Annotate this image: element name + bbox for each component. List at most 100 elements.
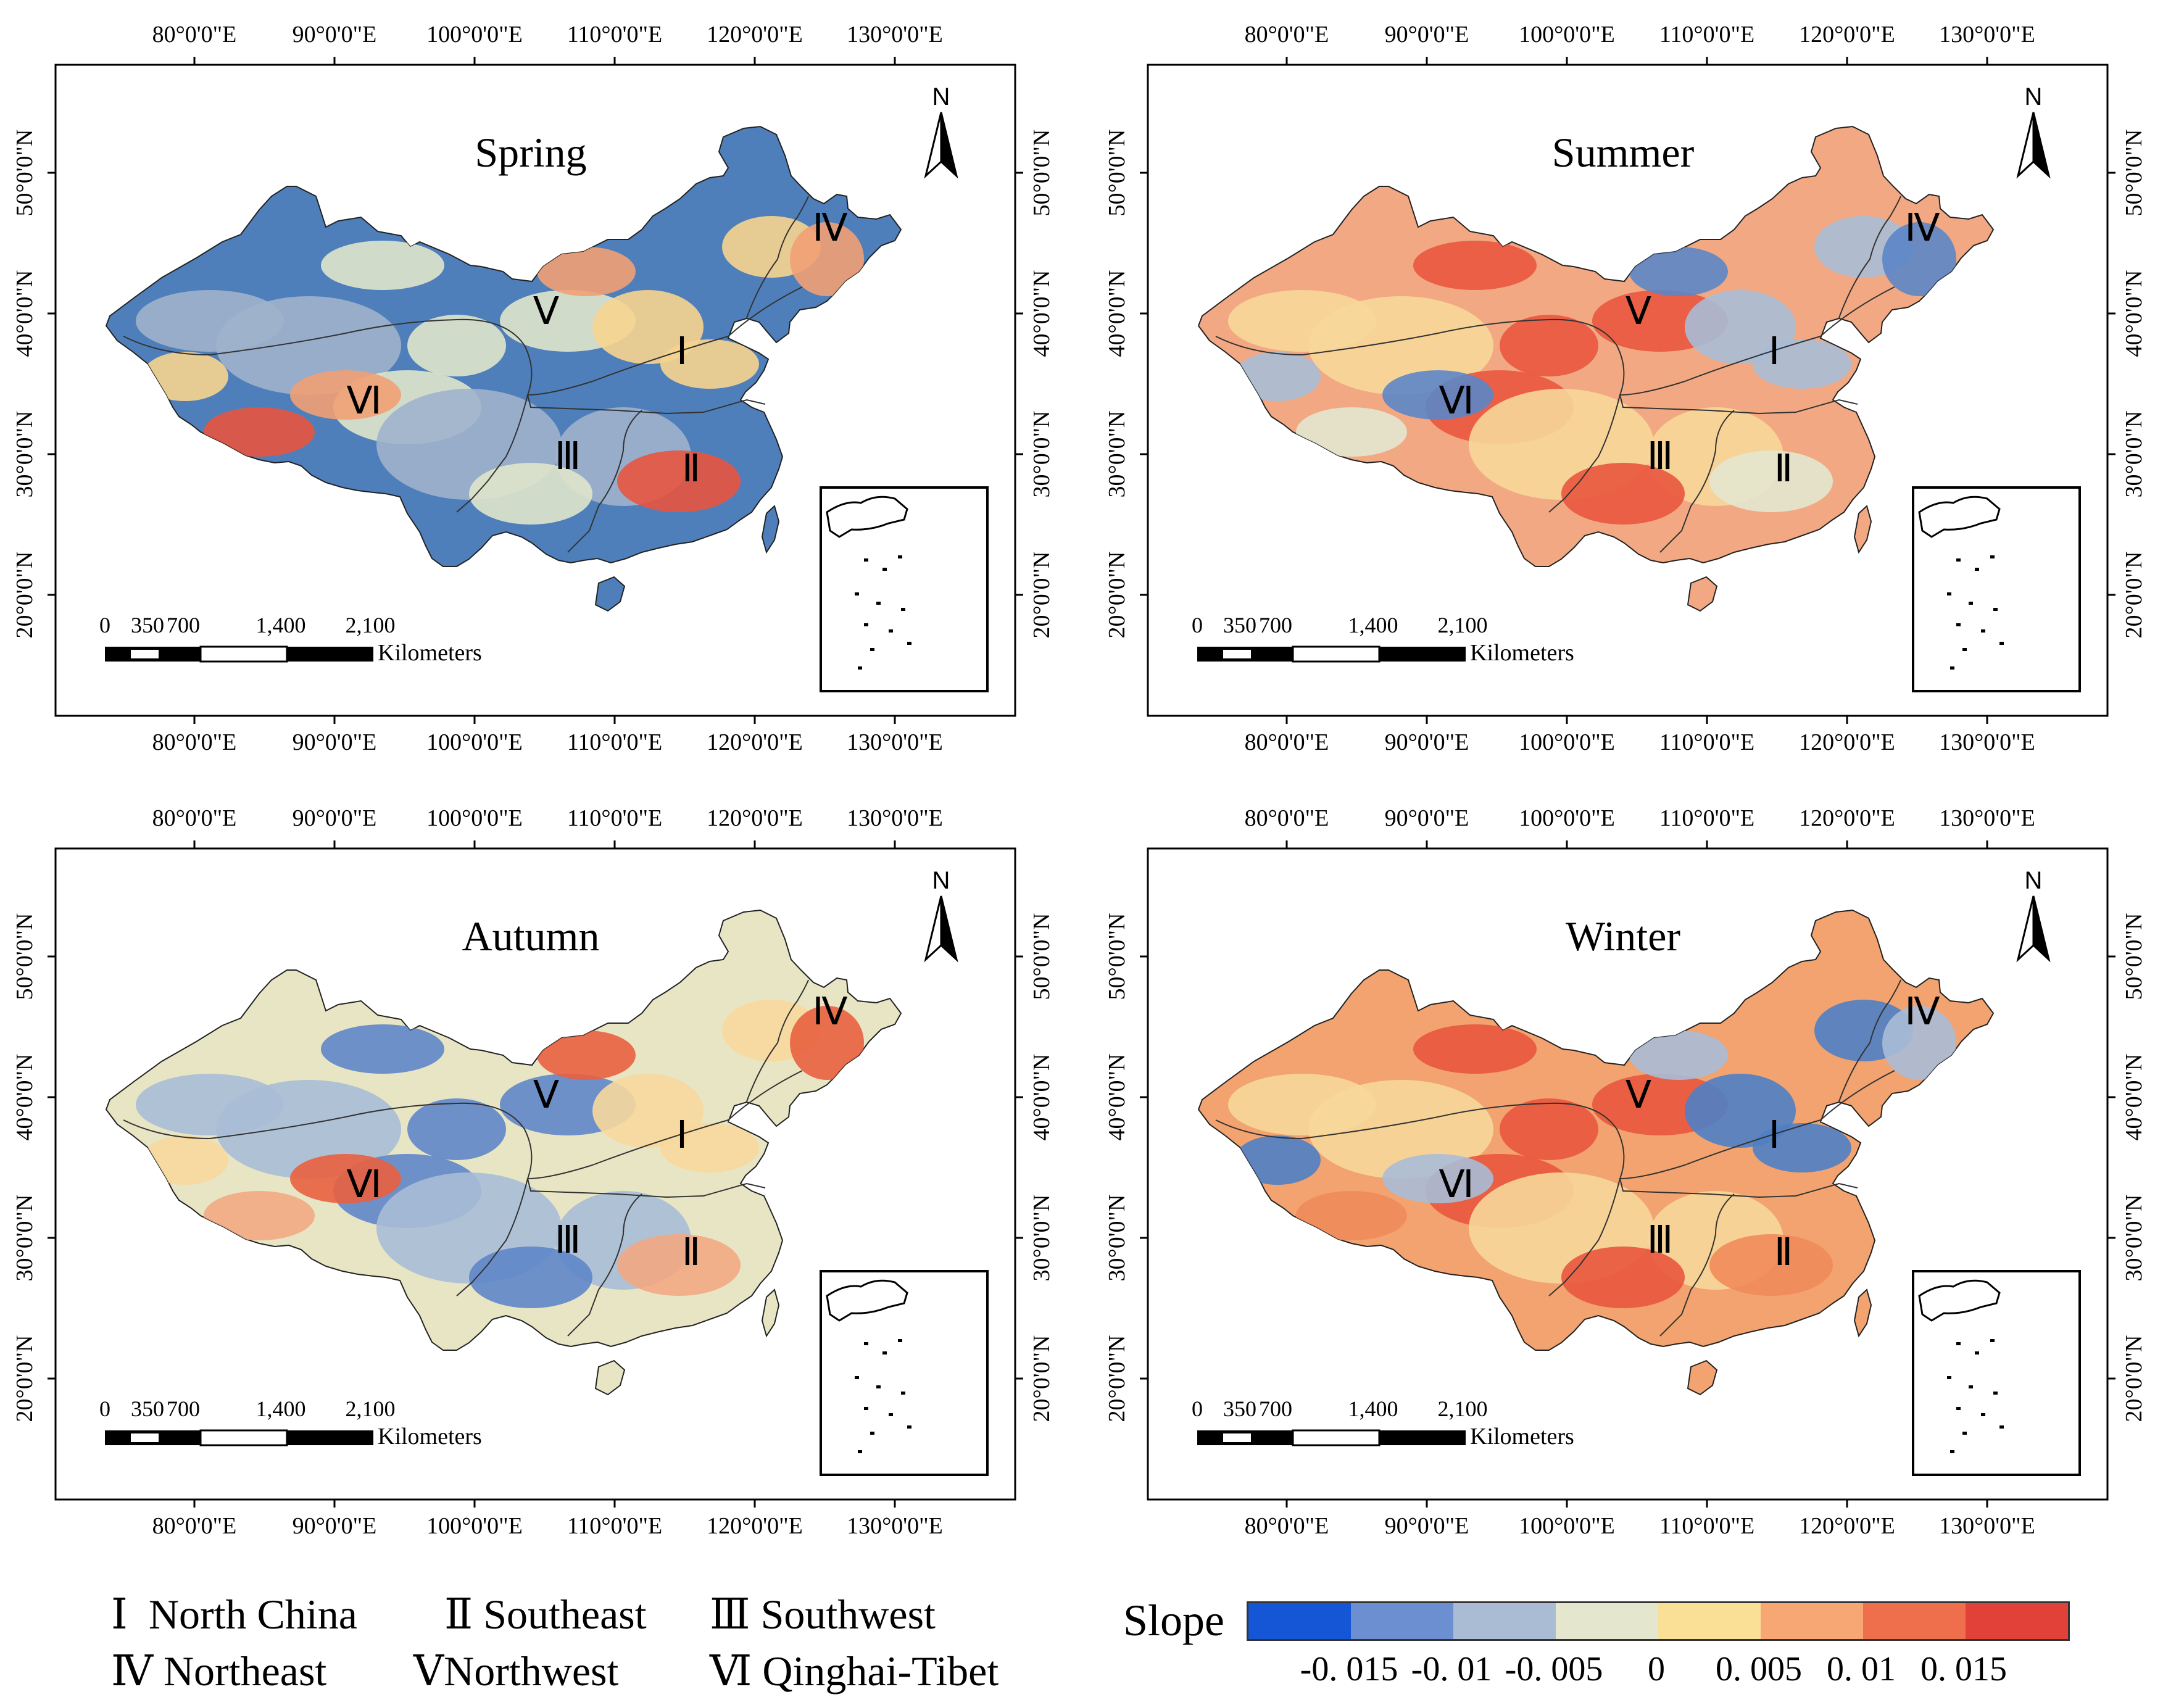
slope-legend-title: Slope <box>1123 1596 1225 1645</box>
raster-patch <box>142 352 228 401</box>
scale-bar-segment <box>287 647 373 662</box>
longitude-label-bottom: 80°0'0"E <box>1245 729 1329 755</box>
raster-patch <box>290 370 401 420</box>
longitude-label-top: 120°0'0"E <box>707 22 803 48</box>
latitude-label-right: 50°0'0"N <box>1029 913 1055 1000</box>
inset-island <box>1956 1342 1961 1345</box>
inset-island <box>855 592 859 595</box>
slope-tick-label: -0. 015 <box>1300 1650 1398 1688</box>
scale-unit-label: Kilometers <box>1470 1424 1574 1450</box>
raster-patch <box>1685 1074 1796 1148</box>
region-label: Ⅵ <box>1439 1164 1474 1206</box>
region-boundary <box>1659 1193 1735 1337</box>
scale-label: 700 <box>167 613 200 637</box>
longitude-label-bottom: 90°0'0"E <box>1385 729 1469 755</box>
raster-patch <box>1753 1123 1851 1172</box>
raster-patch <box>407 315 506 376</box>
latitude-label-left: 50°0'0"N <box>12 130 38 217</box>
slope-color-cell <box>1966 1603 2068 1639</box>
raster-patch <box>204 407 315 457</box>
longitude-label-bottom: 90°0'0"E <box>293 729 377 755</box>
hainan-island <box>594 1359 626 1396</box>
region-numeral: Ⅵ <box>710 1647 752 1695</box>
inset-island <box>1956 1407 1961 1410</box>
raster-patch <box>1629 1031 1728 1080</box>
longitude-label-top: 80°0'0"E <box>152 805 237 831</box>
map-panel-summer: 80°0'0"E 80°0'0"E 90°0'0"E 90°0'0"E 100°0'0"… <box>1092 0 2184 784</box>
region-label: Ⅳ <box>812 991 847 1033</box>
scale-label: 0 <box>1192 613 1203 637</box>
longitude-label-bottom: 110°0'0"E <box>567 729 662 755</box>
raster-patch <box>1500 315 1598 376</box>
scale-bar-segment <box>287 1430 373 1445</box>
hainan-island <box>594 576 626 612</box>
latitude-label-left: 20°0'0"N <box>1104 1335 1130 1422</box>
region-legend-item: Ⅳ Northeast <box>111 1647 413 1696</box>
scale-bar-segment <box>1379 1430 1466 1445</box>
north-arrow-label: N <box>932 867 950 894</box>
season-title: Spring <box>475 129 586 176</box>
north-arrow-icon <box>940 112 958 179</box>
longitude-label-top: 130°0'0"E <box>847 805 943 831</box>
raster-patches <box>1228 1000 1956 1308</box>
raster-patch <box>1709 450 1833 512</box>
latitude-label-left: 40°0'0"N <box>12 270 38 357</box>
region-label: Ⅳ <box>812 207 847 249</box>
longitude-label-bottom: 100°0'0"E <box>1519 729 1615 755</box>
region-boundary <box>1548 1178 1621 1296</box>
season-title: Winter <box>1566 913 1680 960</box>
longitude-label-top: 110°0'0"E <box>567 22 662 48</box>
scale-unit-label: Kilometers <box>378 1424 482 1450</box>
map-panel-winter: 80°0'0"E 80°0'0"E 90°0'0"E 90°0'0"E 100°0'0"… <box>1092 784 2184 1567</box>
raster-patch <box>1308 1080 1493 1179</box>
inset-island <box>1981 1413 1985 1416</box>
longitude-label-bottom: 80°0'0"E <box>152 1513 237 1539</box>
map-panel-autumn: 80°0'0"E 80°0'0"E 90°0'0"E 90°0'0"E 100°0'0"… <box>0 784 1092 1567</box>
inset-island <box>864 558 868 562</box>
raster-patch <box>216 1080 401 1179</box>
region-name: Qinghai-Tibet <box>762 1647 999 1695</box>
longitude-label-top: 130°0'0"E <box>1939 22 2035 48</box>
inset-coastline <box>826 1279 908 1322</box>
inset-island <box>889 629 893 633</box>
inset-island <box>864 1407 868 1410</box>
region-label: Ⅲ <box>1647 1219 1674 1261</box>
map-svg: 80°0'0"E 80°0'0"E 90°0'0"E 90°0'0"E 100°0'0"… <box>1104 22 2147 755</box>
region-legend-row-2: Ⅳ Northeast ⅤNorthwest Ⅵ Qinghai-Tibet <box>111 1643 999 1699</box>
region-boundary <box>746 196 809 318</box>
inset-island <box>1950 666 1954 670</box>
north-arrow-label: N <box>2025 867 2043 894</box>
longitude-label-top: 80°0'0"E <box>1245 805 1329 831</box>
region-legend: Ⅰ North China Ⅱ Southeast Ⅲ Southwest Ⅳ … <box>111 1586 999 1699</box>
raster-patch <box>1308 296 1493 395</box>
latitude-label-right: 40°0'0"N <box>2121 1054 2147 1141</box>
region-boundary <box>567 1193 642 1337</box>
scale-label: 700 <box>1259 1396 1292 1421</box>
latitude-label-left: 20°0'0"N <box>1104 552 1130 639</box>
scale-bar-segment <box>1292 1429 1381 1446</box>
inset-coastline <box>1918 1279 2001 1322</box>
longitude-label-bottom: 100°0'0"E <box>426 729 523 755</box>
latitude-label-left: 30°0'0"N <box>12 1195 38 1282</box>
raster-patch <box>660 339 759 389</box>
scale-label: 0 <box>99 1396 110 1421</box>
raster-patch <box>1382 370 1493 420</box>
inset-island <box>907 642 911 645</box>
latitude-label-right: 20°0'0"N <box>2121 552 2147 639</box>
longitude-label-bottom: 130°0'0"E <box>1939 729 2035 755</box>
region-label: Ⅵ <box>1439 380 1474 422</box>
scale-label: 1,400 <box>1348 613 1398 637</box>
region-boundary <box>527 1178 766 1198</box>
season-title: Autumn <box>462 913 600 960</box>
slope-tick-label: 0. 015 <box>1920 1650 2007 1688</box>
longitude-label-bottom: 110°0'0"E <box>567 1513 662 1539</box>
scale-label: 350 <box>131 613 164 637</box>
inset-island <box>1969 1385 1973 1388</box>
inset-island <box>1999 1425 2004 1429</box>
north-arrow-icon <box>940 895 958 963</box>
map-svg: 80°0'0"E 80°0'0"E 90°0'0"E 90°0'0"E 100°0'0"… <box>12 22 1055 755</box>
north-arrow-icon <box>2032 895 2051 963</box>
longitude-label-top: 80°0'0"E <box>1245 22 1329 48</box>
latitude-label-left: 20°0'0"N <box>12 1335 38 1422</box>
region-legend-item: Ⅰ North China <box>111 1590 444 1639</box>
